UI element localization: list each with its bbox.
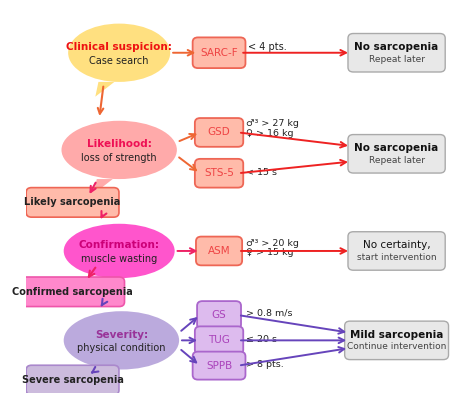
Polygon shape: [94, 278, 113, 293]
FancyBboxPatch shape: [26, 188, 119, 217]
Text: STS-5: STS-5: [204, 168, 234, 178]
Polygon shape: [94, 179, 113, 194]
FancyBboxPatch shape: [196, 237, 242, 265]
Text: Confirmed sarcopenia: Confirmed sarcopenia: [12, 287, 133, 297]
Ellipse shape: [64, 311, 179, 370]
FancyBboxPatch shape: [192, 37, 246, 68]
Text: physical condition: physical condition: [77, 343, 165, 353]
Text: No sarcopenia: No sarcopenia: [355, 42, 439, 52]
Text: Clinical suspicion:: Clinical suspicion:: [66, 42, 172, 52]
Polygon shape: [96, 370, 115, 384]
Text: Confirmation:: Confirmation:: [79, 240, 160, 250]
Text: Case search: Case search: [90, 56, 149, 66]
FancyBboxPatch shape: [348, 33, 445, 72]
Ellipse shape: [64, 224, 174, 278]
FancyBboxPatch shape: [345, 321, 448, 360]
Text: ♀ > 16 kg: ♀ > 16 kg: [246, 129, 293, 138]
FancyBboxPatch shape: [197, 301, 241, 329]
Text: Severity:: Severity:: [95, 330, 148, 339]
Ellipse shape: [68, 23, 170, 82]
Text: muscle wasting: muscle wasting: [81, 254, 157, 264]
Text: GSD: GSD: [208, 127, 230, 137]
Text: TUG: TUG: [208, 335, 230, 345]
Text: ♂³ > 20 kg: ♂³ > 20 kg: [246, 239, 299, 248]
Text: GS: GS: [212, 310, 227, 320]
FancyBboxPatch shape: [195, 159, 243, 188]
Text: < 15 s: < 15 s: [246, 168, 277, 177]
Text: ASM: ASM: [208, 246, 230, 256]
Text: Repeat later: Repeat later: [369, 156, 425, 165]
Text: Mild sarcopenia: Mild sarcopenia: [350, 330, 443, 339]
FancyBboxPatch shape: [195, 326, 243, 355]
Ellipse shape: [62, 121, 177, 179]
FancyBboxPatch shape: [192, 352, 246, 380]
Text: Repeat later: Repeat later: [369, 55, 425, 64]
Text: Likelihood:: Likelihood:: [87, 139, 152, 149]
Text: ≤ 20 s: ≤ 20 s: [246, 335, 277, 344]
Text: No sarcopenia: No sarcopenia: [355, 143, 439, 153]
FancyBboxPatch shape: [348, 135, 445, 173]
Polygon shape: [95, 82, 114, 96]
Text: start intervention: start intervention: [357, 253, 437, 262]
Text: Likely sarcopenia: Likely sarcopenia: [25, 197, 121, 207]
Text: No certainty,: No certainty,: [363, 240, 430, 250]
Text: ♂³ > 27 kg: ♂³ > 27 kg: [246, 119, 299, 128]
Text: < 4 pts.: < 4 pts.: [248, 42, 287, 52]
FancyBboxPatch shape: [195, 118, 243, 147]
Text: ♀ > 15 kg: ♀ > 15 kg: [246, 248, 293, 256]
Text: Continue intervention: Continue intervention: [347, 343, 447, 351]
Text: Severe sarcopenia: Severe sarcopenia: [22, 375, 124, 385]
Text: > 0.8 m/s: > 0.8 m/s: [246, 308, 292, 318]
FancyBboxPatch shape: [26, 365, 119, 395]
Text: SPPB: SPPB: [206, 360, 232, 371]
Text: > 8 pts.: > 8 pts.: [246, 360, 283, 369]
FancyBboxPatch shape: [21, 277, 125, 306]
Text: SARC-F: SARC-F: [200, 48, 238, 58]
FancyBboxPatch shape: [348, 232, 445, 270]
Text: loss of strength: loss of strength: [82, 153, 157, 163]
